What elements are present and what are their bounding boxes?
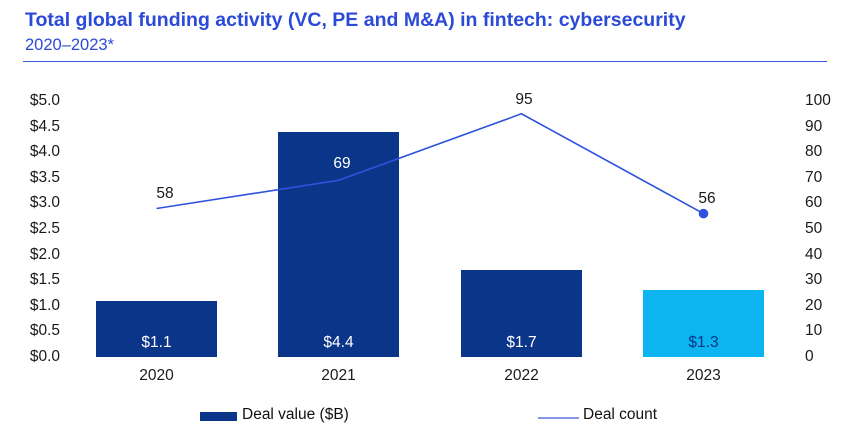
left-axis-tick: $3.0 — [29, 194, 60, 212]
right-axis-tick: 50 — [805, 220, 823, 237]
bar-value-label: $1.1 — [141, 334, 172, 351]
left-axis-tick: $0.0 — [29, 348, 60, 365]
chart-title: Total global funding activity (VC, PE an… — [25, 9, 686, 31]
bar-2020: $1.1 — [96, 301, 217, 357]
legend-bar-swatch — [200, 412, 237, 421]
line-series — [156, 112, 704, 215]
right-axis-tick: 0 — [805, 348, 814, 365]
right-axis-tick: 80 — [805, 143, 823, 161]
line-end-marker — [698, 208, 709, 219]
chart-subtitle: 2020–2023* — [25, 36, 115, 54]
legend-label-deal-count: Deal count — [583, 406, 658, 423]
x-tick-2021: 2021 — [321, 367, 356, 384]
count-label-2020: 58 — [156, 185, 174, 202]
bar-2022: $1.7 — [461, 270, 582, 357]
right-axis-tick: 40 — [805, 245, 823, 263]
right-axis-tick: 100 — [805, 92, 831, 109]
right-axis-tick: 30 — [805, 271, 823, 289]
left-axis-tick: $1.0 — [29, 296, 60, 314]
count-label-2022: 95 — [515, 91, 533, 108]
right-axis-tick: 70 — [805, 168, 823, 186]
x-tick-2023: 2023 — [686, 367, 721, 384]
left-axis-tick: $3.5 — [29, 168, 60, 186]
legend-line-swatch — [538, 417, 579, 419]
header-divider — [23, 61, 827, 62]
right-axis-tick: 20 — [805, 296, 823, 314]
x-tick-2022: 2022 — [504, 367, 539, 384]
count-label-2021: 69 — [333, 155, 351, 172]
left-axis-tick: $4.0 — [29, 143, 60, 161]
bar-value-label: $4.4 — [323, 334, 354, 351]
bar-value-label: $1.3 — [688, 334, 719, 351]
left-axis-tick: $1.5 — [29, 271, 60, 289]
left-axis-tick: $2.0 — [29, 245, 60, 263]
left-axis-tick: $2.5 — [29, 220, 60, 237]
left-axis-tick: $4.5 — [29, 117, 60, 135]
right-axis-tick: 90 — [805, 117, 823, 135]
bar-2023: $1.3 — [643, 290, 764, 357]
bar-value-label: $1.7 — [506, 334, 537, 351]
left-axis-tick: $5.0 — [29, 92, 60, 109]
right-axis-tick: 60 — [805, 194, 823, 212]
right-axis-tick: 10 — [805, 322, 823, 340]
legend-label-deal-value: Deal value ($B) — [242, 406, 349, 423]
count-label-2023: 56 — [698, 190, 716, 207]
left-axis-tick: $0.5 — [29, 322, 60, 340]
x-tick-2020: 2020 — [139, 367, 174, 384]
